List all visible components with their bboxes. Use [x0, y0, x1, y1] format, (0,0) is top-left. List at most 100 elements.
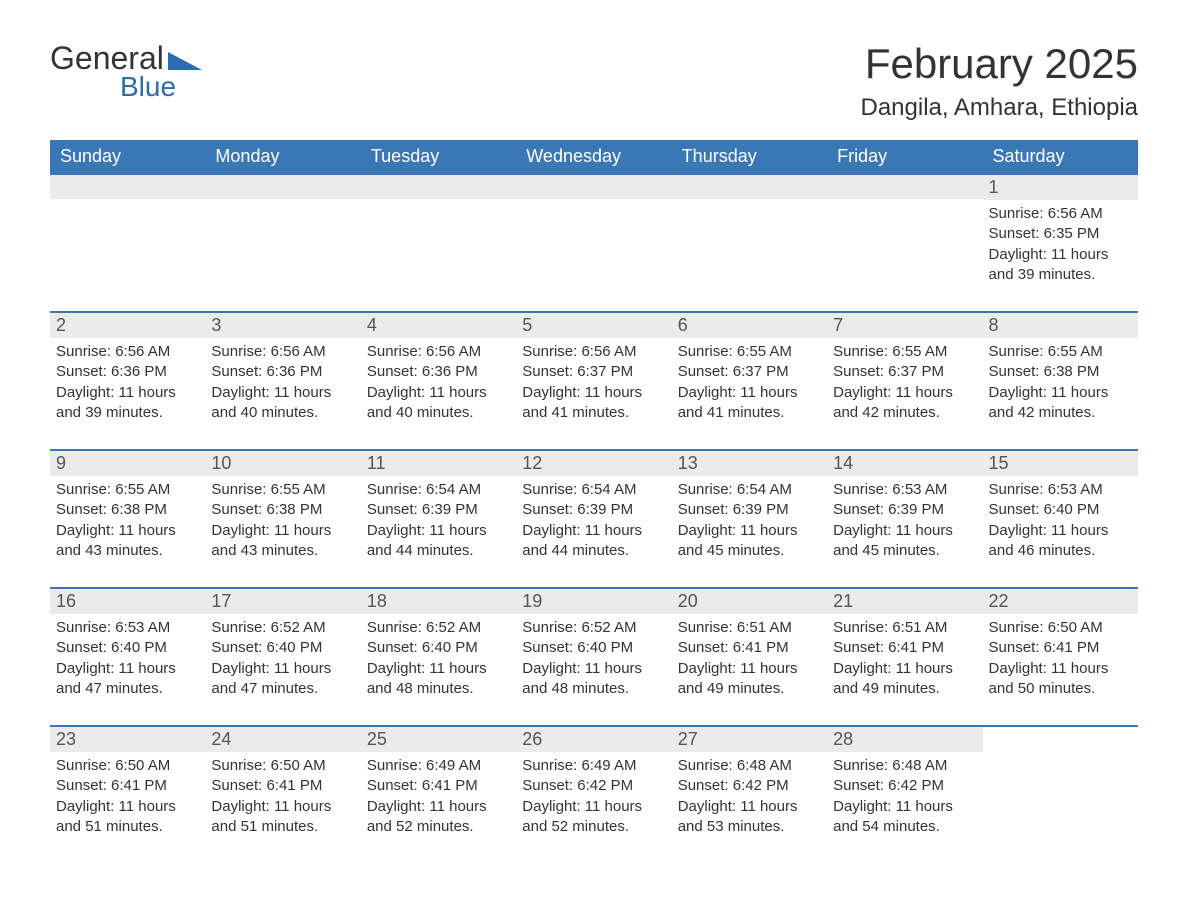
- day-cell-td: [205, 173, 360, 311]
- day-cell: 13Sunrise: 6:54 AMSunset: 6:39 PMDayligh…: [672, 449, 827, 587]
- title-block: February 2025 Dangila, Amhara, Ethiopia: [861, 40, 1139, 122]
- day-number: 27: [672, 727, 827, 752]
- day-cell: 19Sunrise: 6:52 AMSunset: 6:40 PMDayligh…: [516, 587, 671, 725]
- day-cell: 2Sunrise: 6:56 AMSunset: 6:36 PMDaylight…: [50, 311, 205, 449]
- day-cell-td: 8Sunrise: 6:55 AMSunset: 6:38 PMDaylight…: [983, 311, 1138, 449]
- day-info: Sunrise: 6:54 AMSunset: 6:39 PMDaylight:…: [516, 476, 671, 561]
- day-info: Sunrise: 6:52 AMSunset: 6:40 PMDaylight:…: [361, 614, 516, 699]
- sunrise-line: Sunrise: 6:54 AM: [522, 480, 665, 500]
- day-number: 25: [361, 727, 516, 752]
- day-cell-td: 16Sunrise: 6:53 AMSunset: 6:40 PMDayligh…: [50, 587, 205, 725]
- day-number: 14: [827, 451, 982, 476]
- empty-day-cell: [361, 173, 516, 293]
- day-cell: 22Sunrise: 6:50 AMSunset: 6:41 PMDayligh…: [983, 587, 1138, 725]
- day-info: Sunrise: 6:55 AMSunset: 6:37 PMDaylight:…: [672, 338, 827, 423]
- empty-day-strip: [205, 175, 360, 199]
- day-number: 10: [205, 451, 360, 476]
- daylight-line: Daylight: 11 hours and 50 minutes.: [989, 659, 1132, 700]
- day-cell: 8Sunrise: 6:55 AMSunset: 6:38 PMDaylight…: [983, 311, 1138, 449]
- daylight-line: Daylight: 11 hours and 45 minutes.: [678, 521, 821, 562]
- daylight-line: Daylight: 11 hours and 46 minutes.: [989, 521, 1132, 562]
- day-cell: 28Sunrise: 6:48 AMSunset: 6:42 PMDayligh…: [827, 725, 982, 863]
- sunrise-line: Sunrise: 6:56 AM: [211, 342, 354, 362]
- daylight-line: Daylight: 11 hours and 39 minutes.: [56, 383, 199, 424]
- day-cell: 15Sunrise: 6:53 AMSunset: 6:40 PMDayligh…: [983, 449, 1138, 587]
- day-cell: 11Sunrise: 6:54 AMSunset: 6:39 PMDayligh…: [361, 449, 516, 587]
- empty-day-cell: [672, 173, 827, 293]
- day-number: 15: [983, 451, 1138, 476]
- week-row: 2Sunrise: 6:56 AMSunset: 6:36 PMDaylight…: [50, 311, 1138, 449]
- sunrise-line: Sunrise: 6:51 AM: [678, 618, 821, 638]
- daylight-line: Daylight: 11 hours and 54 minutes.: [833, 797, 976, 838]
- day-cell: 20Sunrise: 6:51 AMSunset: 6:41 PMDayligh…: [672, 587, 827, 725]
- sunrise-line: Sunrise: 6:49 AM: [367, 756, 510, 776]
- day-info: Sunrise: 6:48 AMSunset: 6:42 PMDaylight:…: [827, 752, 982, 837]
- sunrise-line: Sunrise: 6:55 AM: [833, 342, 976, 362]
- day-cell-td: 17Sunrise: 6:52 AMSunset: 6:40 PMDayligh…: [205, 587, 360, 725]
- sunset-line: Sunset: 6:42 PM: [833, 776, 976, 796]
- sunrise-line: Sunrise: 6:56 AM: [56, 342, 199, 362]
- sunrise-line: Sunrise: 6:56 AM: [367, 342, 510, 362]
- sunrise-line: Sunrise: 6:55 AM: [678, 342, 821, 362]
- sunrise-line: Sunrise: 6:50 AM: [211, 756, 354, 776]
- day-info: Sunrise: 6:56 AMSunset: 6:36 PMDaylight:…: [50, 338, 205, 423]
- day-cell-td: 2Sunrise: 6:56 AMSunset: 6:36 PMDaylight…: [50, 311, 205, 449]
- logo: General Blue: [50, 40, 202, 103]
- day-cell-td: 26Sunrise: 6:49 AMSunset: 6:42 PMDayligh…: [516, 725, 671, 863]
- empty-day-strip: [516, 175, 671, 199]
- day-cell-td: 25Sunrise: 6:49 AMSunset: 6:41 PMDayligh…: [361, 725, 516, 863]
- day-cell-td: 5Sunrise: 6:56 AMSunset: 6:37 PMDaylight…: [516, 311, 671, 449]
- day-info: Sunrise: 6:56 AMSunset: 6:35 PMDaylight:…: [983, 200, 1138, 285]
- day-cell-td: 7Sunrise: 6:55 AMSunset: 6:37 PMDaylight…: [827, 311, 982, 449]
- day-cell: 4 Sunrise: 6:56 AMSunset: 6:36 PMDaylight…: [361, 311, 516, 449]
- day-number: 19: [516, 589, 671, 614]
- sunrise-line: Sunrise: 6:52 AM: [522, 618, 665, 638]
- sunset-line: Sunset: 6:39 PM: [678, 500, 821, 520]
- sunset-line: Sunset: 6:40 PM: [367, 638, 510, 658]
- daylight-line: Daylight: 11 hours and 48 minutes.: [367, 659, 510, 700]
- daylight-line: Daylight: 11 hours and 45 minutes.: [833, 521, 976, 562]
- day-cell-td: 19Sunrise: 6:52 AMSunset: 6:40 PMDayligh…: [516, 587, 671, 725]
- empty-day-cell: [516, 173, 671, 293]
- sunset-line: Sunset: 6:40 PM: [56, 638, 199, 658]
- day-number: 4: [361, 313, 516, 338]
- daylight-line: Daylight: 11 hours and 42 minutes.: [833, 383, 976, 424]
- day-cell: 16Sunrise: 6:53 AMSunset: 6:40 PMDayligh…: [50, 587, 205, 725]
- day-cell: 6Sunrise: 6:55 AMSunset: 6:37 PMDaylight…: [672, 311, 827, 449]
- weekday-header: Friday: [827, 140, 982, 173]
- sunrise-line: Sunrise: 6:55 AM: [989, 342, 1132, 362]
- day-cell: 18Sunrise: 6:52 AMSunset: 6:40 PMDayligh…: [361, 587, 516, 725]
- day-number: 16: [50, 589, 205, 614]
- day-cell-td: 22Sunrise: 6:50 AMSunset: 6:41 PMDayligh…: [983, 587, 1138, 725]
- daylight-line: Daylight: 11 hours and 51 minutes.: [56, 797, 199, 838]
- day-cell-td: [50, 173, 205, 311]
- sunrise-line: Sunrise: 6:56 AM: [989, 204, 1132, 224]
- sunrise-line: Sunrise: 6:52 AM: [211, 618, 354, 638]
- empty-day-cell: [205, 173, 360, 293]
- sunrise-line: Sunrise: 6:54 AM: [678, 480, 821, 500]
- sunset-line: Sunset: 6:41 PM: [56, 776, 199, 796]
- sunrise-line: Sunrise: 6:54 AM: [367, 480, 510, 500]
- daylight-line: Daylight: 11 hours and 43 minutes.: [56, 521, 199, 562]
- daylight-line: Daylight: 11 hours and 40 minutes.: [367, 383, 510, 424]
- day-cell: 27Sunrise: 6:48 AMSunset: 6:42 PMDayligh…: [672, 725, 827, 863]
- day-info: Sunrise: 6:49 AMSunset: 6:41 PMDaylight:…: [361, 752, 516, 837]
- weekday-header: Wednesday: [516, 140, 671, 173]
- daylight-line: Daylight: 11 hours and 49 minutes.: [678, 659, 821, 700]
- sunset-line: Sunset: 6:36 PM: [367, 362, 510, 382]
- weekday-header: Tuesday: [361, 140, 516, 173]
- day-info: Sunrise: 6:52 AMSunset: 6:40 PMDaylight:…: [205, 614, 360, 699]
- daylight-line: Daylight: 11 hours and 47 minutes.: [56, 659, 199, 700]
- day-cell: 9Sunrise: 6:55 AMSunset: 6:38 PMDaylight…: [50, 449, 205, 587]
- logo-text-blue: Blue: [120, 71, 176, 103]
- day-info: Sunrise: 6:50 AMSunset: 6:41 PMDaylight:…: [205, 752, 360, 837]
- day-cell-td: 6Sunrise: 6:55 AMSunset: 6:37 PMDaylight…: [672, 311, 827, 449]
- daylight-line: Daylight: 11 hours and 44 minutes.: [522, 521, 665, 562]
- day-number: 20: [672, 589, 827, 614]
- day-info: Sunrise: 6:56 AMSunset: 6:36 PMDaylight:…: [205, 338, 360, 423]
- daylight-line: Daylight: 11 hours and 41 minutes.: [522, 383, 665, 424]
- day-cell-td: 27Sunrise: 6:48 AMSunset: 6:42 PMDayligh…: [672, 725, 827, 863]
- day-info: Sunrise: 6:53 AMSunset: 6:40 PMDaylight:…: [50, 614, 205, 699]
- day-cell-td: 15Sunrise: 6:53 AMSunset: 6:40 PMDayligh…: [983, 449, 1138, 587]
- day-cell-td: 9Sunrise: 6:55 AMSunset: 6:38 PMDaylight…: [50, 449, 205, 587]
